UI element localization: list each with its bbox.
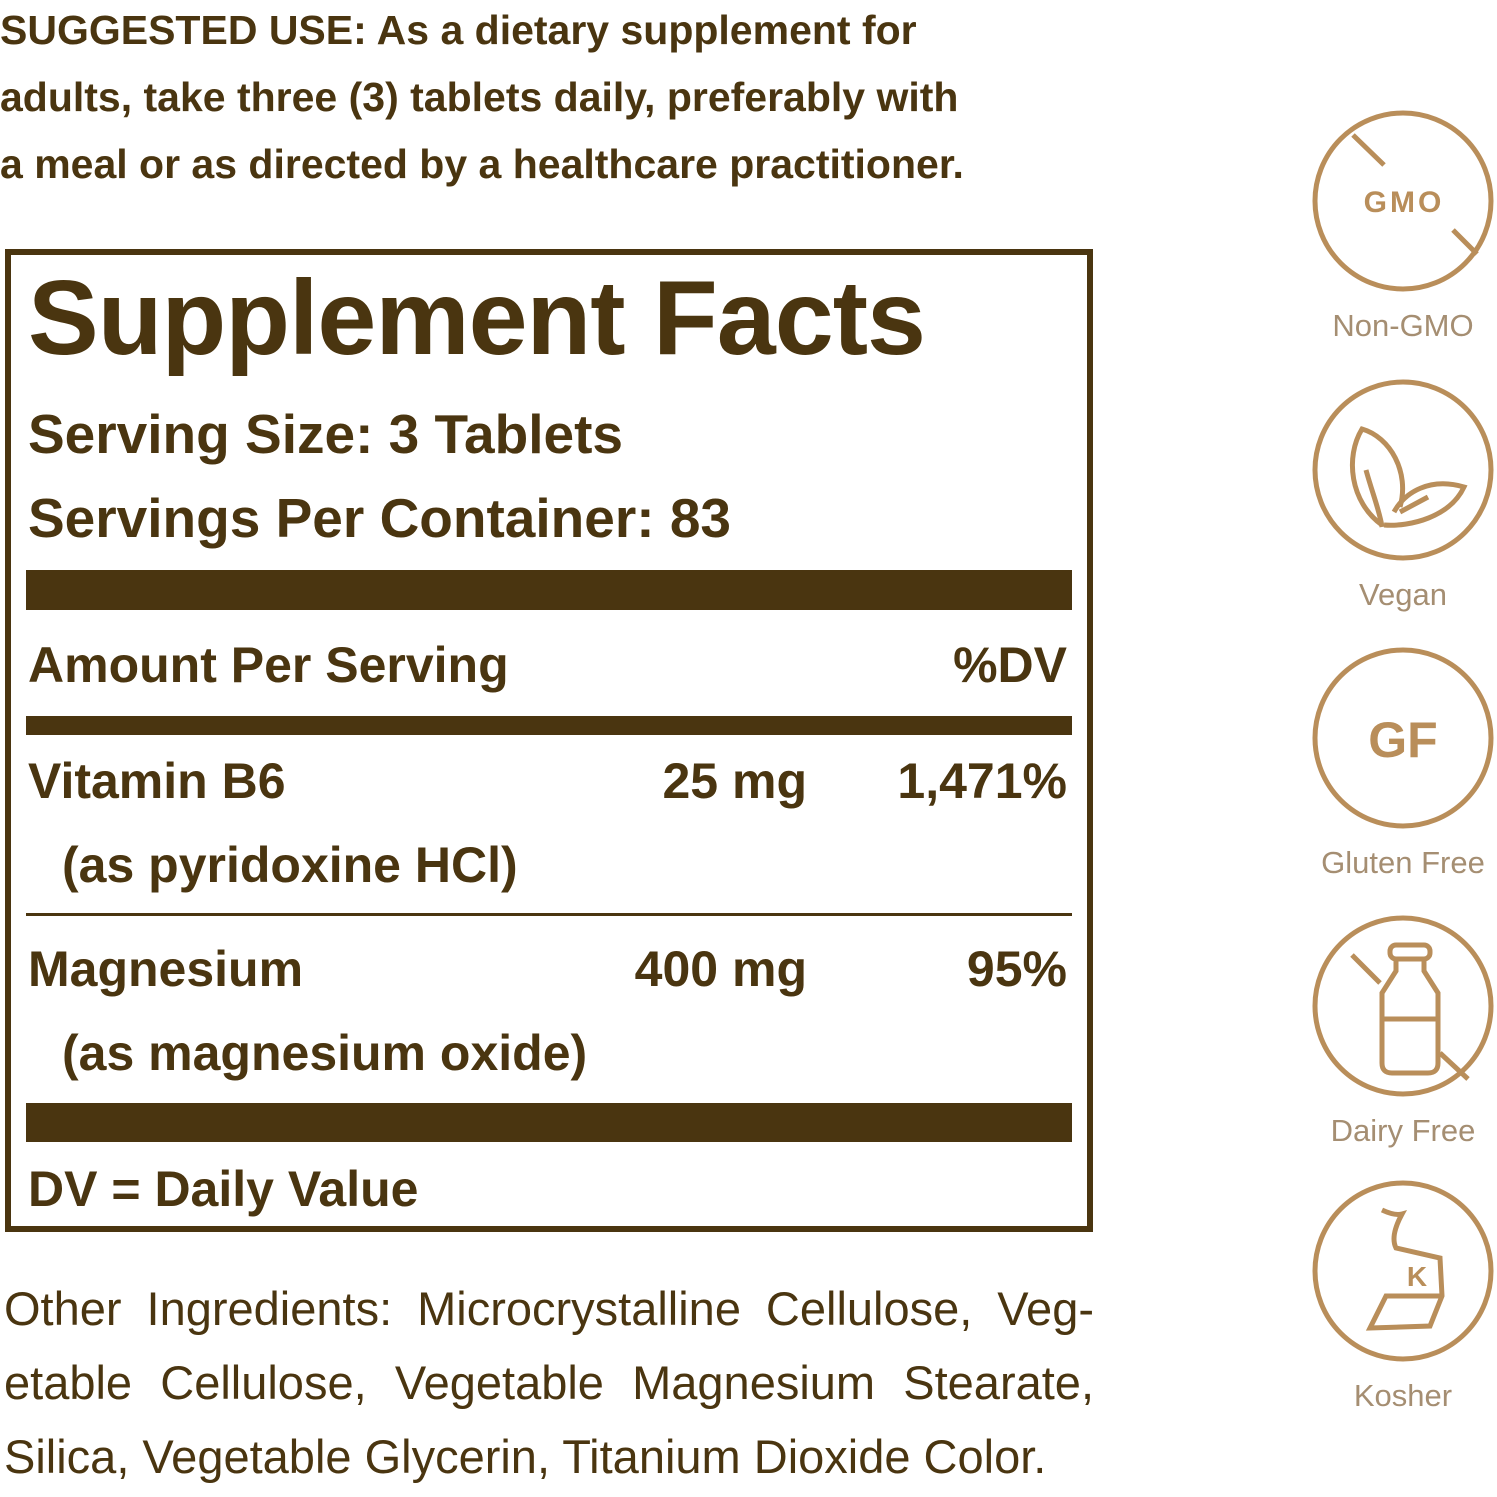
badge-dairy-free: Dairy Free (1310, 913, 1496, 1149)
panel-title: Supplement Facts (28, 259, 926, 377)
badge-label: Non-GMO (1332, 308, 1474, 343)
suggested-use-line: a meal or as directed by a healthcare pr… (0, 141, 964, 187)
supplement-facts-panel (5, 249, 1093, 1232)
serving-size: Serving Size: 3 Tablets (28, 403, 624, 465)
k-text: K (1407, 1261, 1427, 1292)
other-ingredients-line: Silica, Vegetable Glycerin, Titanium Dio… (4, 1430, 1047, 1483)
badge-label: Kosher (1353, 1378, 1453, 1413)
nutrient-name: Magnesium (28, 941, 304, 997)
kosher-icon: K (1312, 1180, 1494, 1362)
nutrient-amount: 25 mg (662, 753, 807, 809)
other-ingredients: Other Ingredients: Microcrystalline Cell… (4, 1272, 1094, 1494)
badge-vegan: Vegan (1310, 377, 1496, 613)
no-gmo-icon: GMO (1312, 110, 1494, 292)
dv-header: %DV (953, 637, 1067, 693)
gmo-text: GMO (1364, 186, 1445, 219)
divider-thin (26, 913, 1072, 916)
servings-per-container: Servings Per Container: 83 (28, 487, 732, 549)
divider-thick (26, 1103, 1072, 1142)
nutrient-dv: 95% (966, 941, 1067, 997)
badge-label: Dairy Free (1330, 1113, 1476, 1148)
badge-kosher: K Kosher (1310, 1178, 1496, 1414)
suggested-use: SUGGESTED USE: As a dietary supplement f… (0, 0, 964, 198)
other-ingredients-line: Other Ingredients: Microcrystalline Cell… (4, 1282, 1094, 1335)
suggested-use-line: adults, take three (3) tablets daily, pr… (0, 74, 959, 120)
divider-medium (26, 716, 1072, 735)
badge-non-gmo: GMO Non-GMO (1310, 108, 1496, 344)
other-ingredients-line: etable Cellulose, Vegetable Magnesium St… (4, 1356, 1094, 1409)
gluten-free-icon: GF (1312, 647, 1494, 829)
badge-label: Vegan (1359, 577, 1447, 612)
badge-gluten-free: GF Gluten Free (1310, 645, 1496, 881)
gf-text: GF (1368, 712, 1437, 768)
no-milk-bottle-icon (1312, 915, 1494, 1097)
footnote: DV = Daily Value (28, 1161, 419, 1217)
nutrient-source: (as magnesium oxide) (62, 1025, 588, 1081)
amount-header: Amount Per Serving (28, 637, 509, 693)
nutrient-dv: 1,471% (897, 753, 1067, 809)
badge-label: Gluten Free (1321, 845, 1485, 880)
nutrient-source: (as pyridoxine HCl) (62, 837, 518, 893)
leaf-icon (1312, 379, 1494, 561)
nutrient-name: Vitamin B6 (28, 753, 286, 809)
suggested-use-line: SUGGESTED USE: As a dietary supplement f… (0, 7, 917, 53)
nutrient-amount: 400 mg (634, 941, 807, 997)
divider-thick (26, 570, 1072, 610)
